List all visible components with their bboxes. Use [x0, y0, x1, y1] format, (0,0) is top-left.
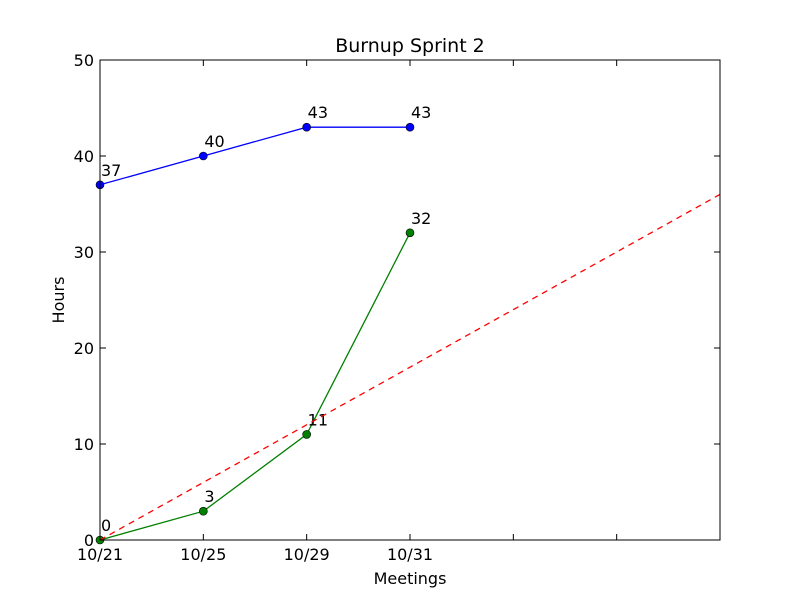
data-label: 0: [101, 516, 111, 535]
x-tick-label: 10/25: [180, 545, 226, 564]
data-point: [199, 151, 208, 161]
x-tick-label: 10/31: [387, 545, 433, 564]
data-point: [199, 506, 208, 516]
x-axis-title: Meetings: [374, 569, 447, 588]
x-tick-label: 10/29: [284, 545, 330, 564]
y-axis-title: Hours: [49, 277, 68, 324]
data-point: [405, 228, 415, 238]
data-point: [302, 430, 311, 439]
chart-title: Burnup Sprint 2: [335, 35, 485, 57]
y-tick-label: 50: [74, 51, 94, 70]
y-tick-label: 0: [84, 531, 94, 550]
data-label: 37: [101, 161, 121, 180]
plot-area: [100, 60, 720, 540]
y-tick-label: 20: [74, 339, 94, 358]
y-tick-label: 30: [74, 243, 94, 262]
series-line: [99, 126, 410, 186]
y-tick-label: 40: [74, 147, 94, 166]
data-point: [405, 122, 415, 132]
data-label: 32: [411, 209, 431, 228]
series-2: [99, 193, 721, 541]
data-label: 40: [204, 132, 224, 151]
series-line: [99, 232, 411, 541]
data-label: 11: [308, 410, 328, 429]
data-point: [302, 122, 311, 132]
x-tick-label: 10/21: [77, 545, 123, 564]
series-line: [99, 193, 721, 541]
data-label: 3: [204, 487, 214, 506]
y-tick-label: 10: [74, 435, 94, 454]
data-label: 43: [308, 103, 328, 122]
data-label: 43: [411, 103, 431, 122]
series-0: 37 40 43 43: [95, 103, 431, 190]
